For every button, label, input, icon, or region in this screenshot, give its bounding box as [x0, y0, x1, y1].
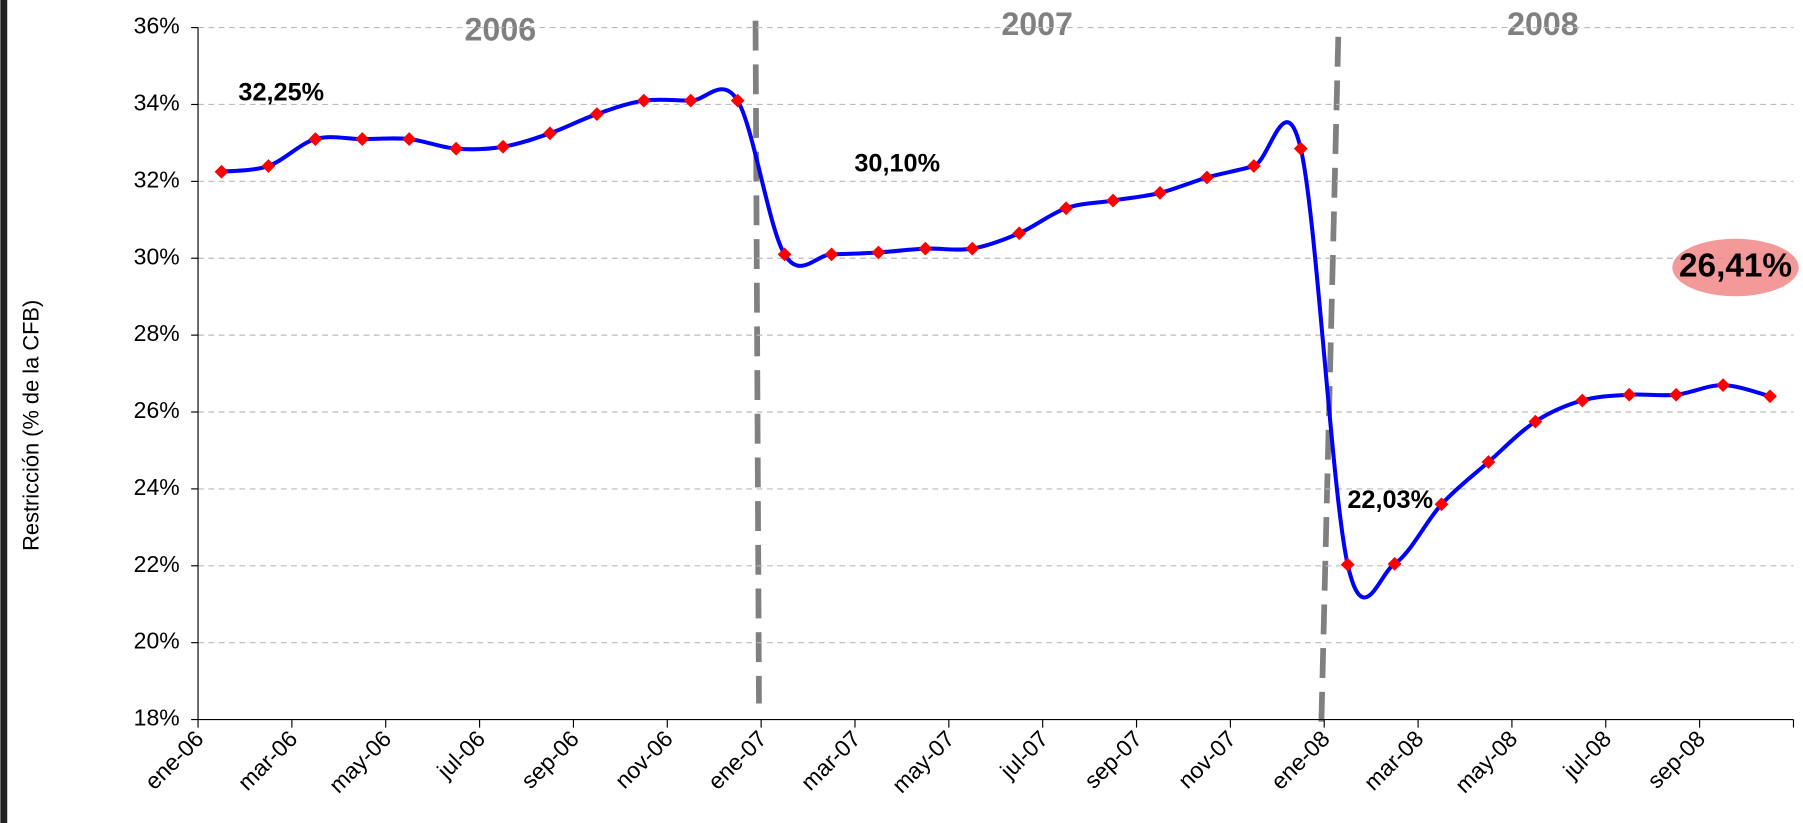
marker: [871, 245, 886, 260]
x-tick-label: may-08: [1450, 725, 1523, 798]
marker: [1153, 185, 1167, 200]
marker: [824, 247, 839, 262]
year-label: 2008: [1507, 6, 1579, 42]
marker: [496, 139, 510, 154]
y-tick-label: 30%: [134, 243, 180, 269]
y-tick-label: 18%: [134, 705, 180, 731]
marker: [1716, 378, 1730, 392]
x-tick-label: nov-06: [610, 725, 678, 793]
y-tick-label: 22%: [134, 551, 180, 577]
x-tick-label: mar-06: [232, 725, 302, 795]
marker: [402, 132, 417, 146]
marker: [777, 247, 792, 262]
year-label: 2007: [1001, 6, 1073, 42]
marker: [449, 141, 464, 156]
data-label: 22,03%: [1347, 486, 1433, 514]
x-tick-label: ene-06: [140, 725, 209, 794]
x-tick-label: jul-08: [1557, 725, 1616, 784]
year-divider: [1318, 36, 1342, 736]
marker: [1669, 387, 1684, 402]
marker: [636, 93, 651, 108]
marker: [543, 126, 557, 141]
year-divider: [752, 20, 762, 704]
marker: [1106, 193, 1120, 208]
marker: [308, 132, 323, 146]
marker: [1012, 226, 1027, 241]
marker: [1387, 556, 1402, 571]
x-tick-label: mar-07: [796, 725, 866, 795]
marker: [1246, 159, 1261, 173]
marker: [1481, 455, 1496, 469]
y-tick-label: 28%: [134, 320, 180, 346]
y-tick-label: 26%: [134, 397, 180, 423]
y-tick-label: 32%: [134, 166, 180, 192]
marker: [965, 241, 980, 256]
x-tick-label: ene-07: [703, 725, 772, 794]
y-tick-label: 34%: [134, 90, 180, 116]
y-tick-label: 20%: [134, 628, 180, 654]
data-label: 30,10%: [854, 149, 940, 177]
marker: [918, 241, 933, 256]
series-line: [221, 87, 1771, 600]
x-tick-label: sep-06: [516, 725, 584, 793]
marker: [214, 164, 229, 179]
highlight: [1672, 238, 1799, 297]
x-tick-label: jul-07: [994, 725, 1053, 784]
marker: [1059, 201, 1074, 216]
y-tick-label: 24%: [134, 474, 180, 500]
x-tick-label: nov-07: [1173, 725, 1241, 793]
x-tick-label: mar-08: [1359, 725, 1429, 795]
data-label: 26,41%: [1679, 247, 1792, 284]
marker: [1434, 497, 1449, 512]
left-edge: [0, 0, 8, 823]
marker: [1528, 414, 1543, 429]
x-tick-label: sep-08: [1642, 725, 1710, 793]
marker: [730, 93, 745, 108]
marker: [683, 93, 698, 108]
y-axis-label: Restricción (% de la CFB): [18, 300, 43, 551]
year-label: 2006: [465, 12, 537, 48]
x-tick-label: sep-07: [1079, 725, 1147, 793]
marker: [355, 132, 370, 146]
marker: [1340, 557, 1355, 572]
marker: [1293, 141, 1308, 156]
x-tick-label: ene-08: [1266, 725, 1335, 794]
x-tick-label: may-07: [887, 725, 960, 798]
marker: [261, 159, 276, 173]
marker: [1763, 389, 1777, 404]
x-tick-label: may-06: [324, 725, 397, 798]
marker: [1575, 393, 1590, 408]
marker: [590, 107, 604, 121]
marker: [1200, 170, 1214, 185]
x-tick-label: jul-06: [431, 725, 490, 784]
marker: [1622, 387, 1637, 402]
data-label: 32,25%: [238, 78, 324, 106]
y-tick-label: 36%: [134, 13, 180, 39]
